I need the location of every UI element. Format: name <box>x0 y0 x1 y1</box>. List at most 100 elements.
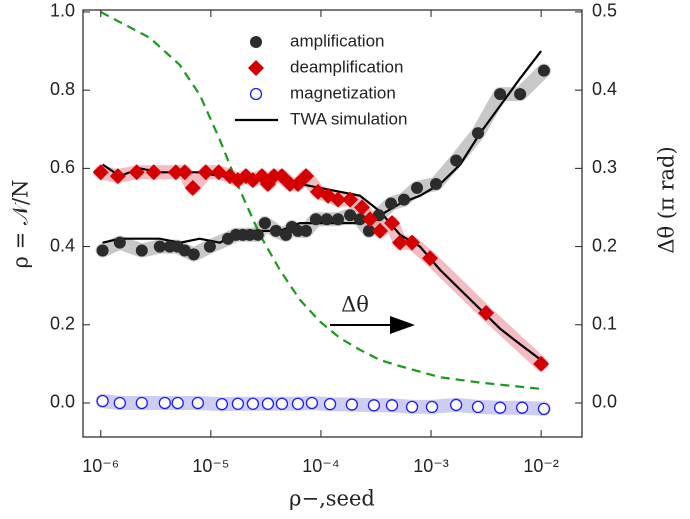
point <box>275 397 289 410</box>
point <box>472 127 485 140</box>
y-tick-label: 0.4 <box>50 235 75 255</box>
x-axis-label: ρ−,seed <box>289 487 375 511</box>
plot-frame <box>82 9 583 438</box>
point <box>537 64 550 77</box>
point <box>342 191 359 208</box>
x-tick-label: 10⁻⁶ <box>82 456 119 476</box>
point <box>251 228 264 241</box>
point <box>176 164 193 181</box>
point <box>411 181 424 194</box>
point <box>449 398 463 412</box>
point <box>471 400 485 414</box>
point <box>167 164 184 181</box>
legend-marker <box>249 87 263 101</box>
y-tick-label: 1.0 <box>50 1 75 21</box>
point <box>362 224 375 237</box>
y2-axis-label: Δθ (π rad) <box>655 146 679 253</box>
point <box>184 179 201 196</box>
x-tick-label: 10⁻² <box>523 456 559 476</box>
point <box>330 191 347 208</box>
point <box>450 154 463 167</box>
point <box>305 396 319 410</box>
error-band <box>93 165 549 371</box>
x-tick-label: 10⁻⁴ <box>302 456 339 476</box>
point <box>197 164 214 181</box>
point <box>297 168 314 185</box>
point <box>109 168 126 185</box>
point <box>354 199 371 216</box>
point <box>405 400 419 414</box>
point <box>128 164 145 181</box>
y2-tick-label: 0.2 <box>592 235 617 255</box>
point <box>430 178 443 191</box>
point <box>353 213 366 226</box>
line <box>100 11 542 390</box>
point <box>246 397 260 410</box>
point <box>320 213 333 226</box>
point <box>309 213 322 226</box>
point <box>261 397 275 410</box>
point <box>158 396 171 410</box>
x-tick-label: 10⁻⁵ <box>192 456 229 476</box>
point <box>422 250 439 267</box>
point <box>404 234 421 251</box>
point <box>362 211 379 228</box>
point <box>113 396 126 410</box>
point <box>291 397 305 410</box>
point <box>494 88 507 101</box>
point <box>145 164 162 181</box>
point <box>514 88 527 101</box>
point <box>533 355 550 372</box>
point <box>332 213 345 226</box>
point <box>258 217 271 230</box>
y-tick-label: 0.6 <box>50 157 75 177</box>
point <box>135 396 148 410</box>
legend-marker <box>250 36 262 48</box>
point <box>96 394 109 408</box>
plot-area <box>92 11 551 416</box>
point <box>345 398 359 411</box>
legend-label: TWA simulation <box>290 109 407 128</box>
y2-tick-label: 0.5 <box>592 1 617 21</box>
point <box>397 193 410 206</box>
point <box>478 305 495 322</box>
point <box>425 400 439 414</box>
point <box>135 244 148 257</box>
point <box>203 240 216 253</box>
point <box>372 222 389 239</box>
point <box>113 236 126 249</box>
point <box>96 244 109 257</box>
point <box>493 401 507 414</box>
point <box>384 215 401 232</box>
point <box>187 248 200 261</box>
x-tick-label: 10⁻³ <box>413 456 449 476</box>
point <box>299 224 312 237</box>
legend-label: deamplification <box>290 57 403 76</box>
point <box>344 209 357 222</box>
point <box>231 397 245 410</box>
point <box>367 399 381 412</box>
point <box>515 401 529 414</box>
legend-marker <box>248 60 264 76</box>
y2-tick-label: 0.0 <box>592 392 617 412</box>
y2-tick-label: 0.3 <box>592 157 617 177</box>
point <box>385 399 399 412</box>
point <box>171 396 184 410</box>
point <box>191 396 204 410</box>
y-axis-label: ρ = 𝒩/N <box>9 180 33 269</box>
point <box>385 197 398 210</box>
point <box>153 240 166 253</box>
legend-label: amplification <box>290 31 385 50</box>
annotation: Δθ <box>341 293 369 317</box>
legend-label: magnetization <box>290 83 396 102</box>
point <box>215 398 229 411</box>
y-tick-label: 0.8 <box>50 79 75 99</box>
point <box>392 234 409 251</box>
annotation-arrowhead <box>390 316 415 334</box>
y-tick-label: 0.2 <box>50 314 75 334</box>
y2-tick-label: 0.1 <box>592 314 617 334</box>
point <box>323 398 337 411</box>
y2-tick-label: 0.4 <box>592 79 617 99</box>
point <box>92 164 109 181</box>
